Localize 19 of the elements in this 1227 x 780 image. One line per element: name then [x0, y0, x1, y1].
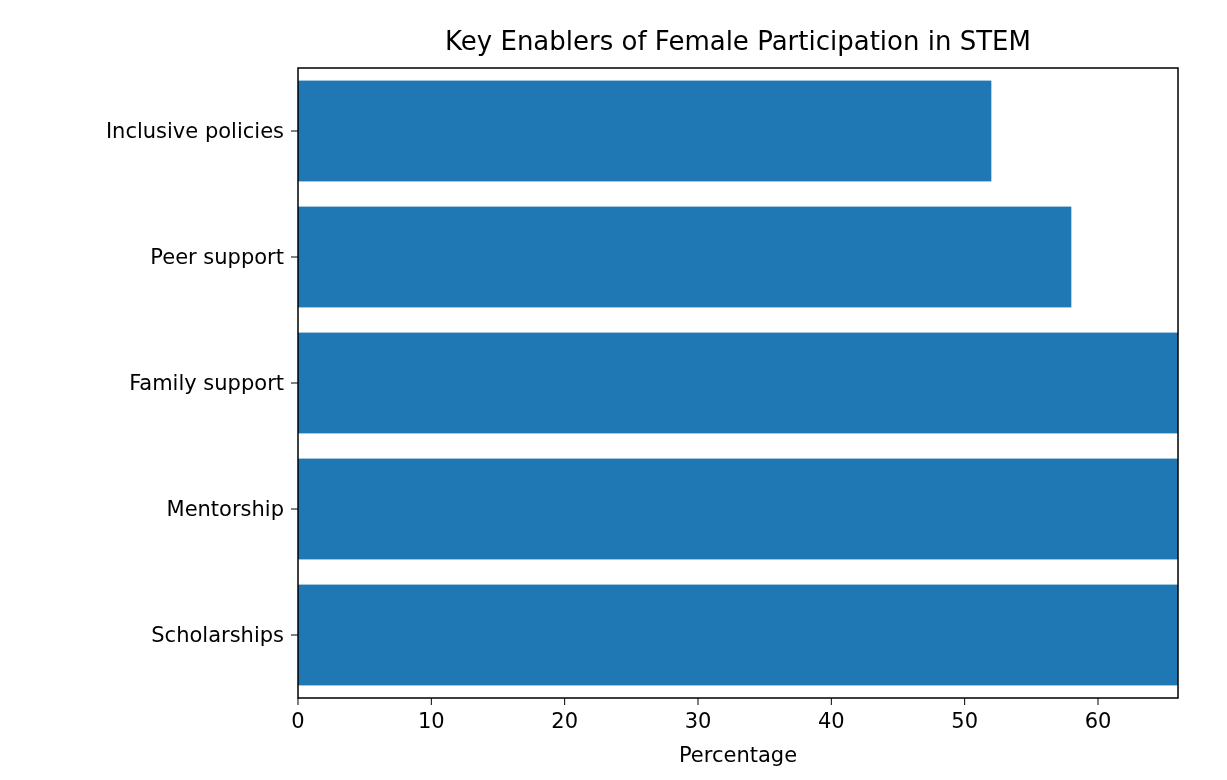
x-tick-label: 50	[951, 709, 979, 733]
x-tick-label: 40	[817, 709, 845, 733]
y-tick-label: Scholarships	[151, 623, 284, 648]
x-tick-label: 60	[1084, 709, 1112, 733]
chart-title: Key Enablers of Female Participation in STEM	[445, 26, 1031, 56]
y-tick-label: Peer support	[150, 245, 284, 270]
bar	[298, 206, 1072, 308]
x-tick-label: 30	[684, 709, 712, 733]
y-tick-label: Inclusive policies	[105, 119, 284, 144]
x-tick-label: 20	[551, 709, 579, 733]
x-axis-title: Percentage	[678, 743, 798, 767]
bar	[298, 80, 992, 182]
bar	[298, 332, 1178, 434]
y-tick-label: Family support	[129, 371, 284, 396]
bar	[298, 458, 1178, 560]
x-tick-label: 10	[417, 709, 445, 733]
bar	[298, 584, 1178, 686]
x-tick-label: 0	[291, 709, 305, 733]
y-tick-label: Mentorship	[166, 497, 284, 522]
